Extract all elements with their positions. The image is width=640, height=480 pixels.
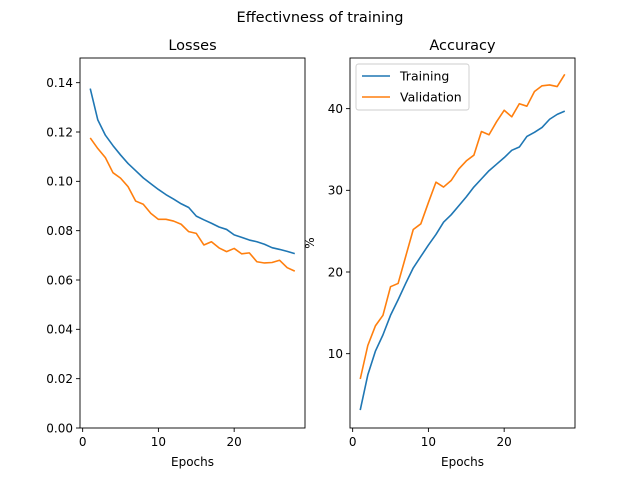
x-tick-label: 10 [151, 435, 166, 449]
y-tick-label: 0.14 [46, 76, 73, 90]
y-tick-label: 10 [328, 347, 343, 361]
chart-losses: Losses 0 10 20 0.00 0.02 0.04 0.06 0.08 0.10 0.12 0… [46, 38, 306, 469]
y-tick-label: 0.00 [46, 421, 73, 435]
legend-accuracy: Training Validation [355, 63, 470, 111]
legend-label-validation: Validation [400, 90, 462, 105]
x-tick-label: 20 [497, 435, 512, 449]
y-tick-label: 0.08 [46, 224, 73, 238]
chart-title-losses: Losses [168, 38, 216, 54]
y-tick-label: 30 [328, 184, 343, 198]
x-axis-label-losses: Epochs [171, 455, 214, 469]
series-line-accuracy-validation [359, 73, 566, 380]
series-line-accuracy-training [359, 110, 566, 411]
y-tick-label: 0.04 [46, 323, 73, 337]
x-tick-label: 20 [227, 435, 242, 449]
y-tick-label: 0.10 [46, 175, 73, 189]
y-tick-label: 0.06 [46, 273, 73, 287]
x-tick-label: 10 [421, 435, 436, 449]
plot-frame-accuracy [349, 57, 576, 429]
y-axis-label-accuracy: % [303, 237, 317, 248]
y-tick-label: 0.02 [46, 372, 73, 386]
y-tick-label: 40 [328, 102, 343, 116]
figure-suptitle: Effectivness of training [237, 10, 404, 26]
x-tick-label: 0 [349, 435, 357, 449]
chart-title-accuracy: Accuracy [429, 38, 496, 54]
y-tick-label: 20 [328, 265, 343, 279]
legend-label-training: Training [399, 69, 449, 84]
x-axis-label-accuracy: Epochs [441, 455, 484, 469]
y-tick-label: 0.12 [46, 125, 73, 139]
plot-frame-losses [79, 57, 306, 429]
series-line-losses-training [89, 88, 295, 255]
chart-accuracy: Accuracy 0 10 20 10 20 30 40 Epochs% Training Vali… [303, 38, 576, 469]
x-tick-label: 0 [79, 435, 87, 449]
series-line-losses-validation [89, 137, 296, 272]
